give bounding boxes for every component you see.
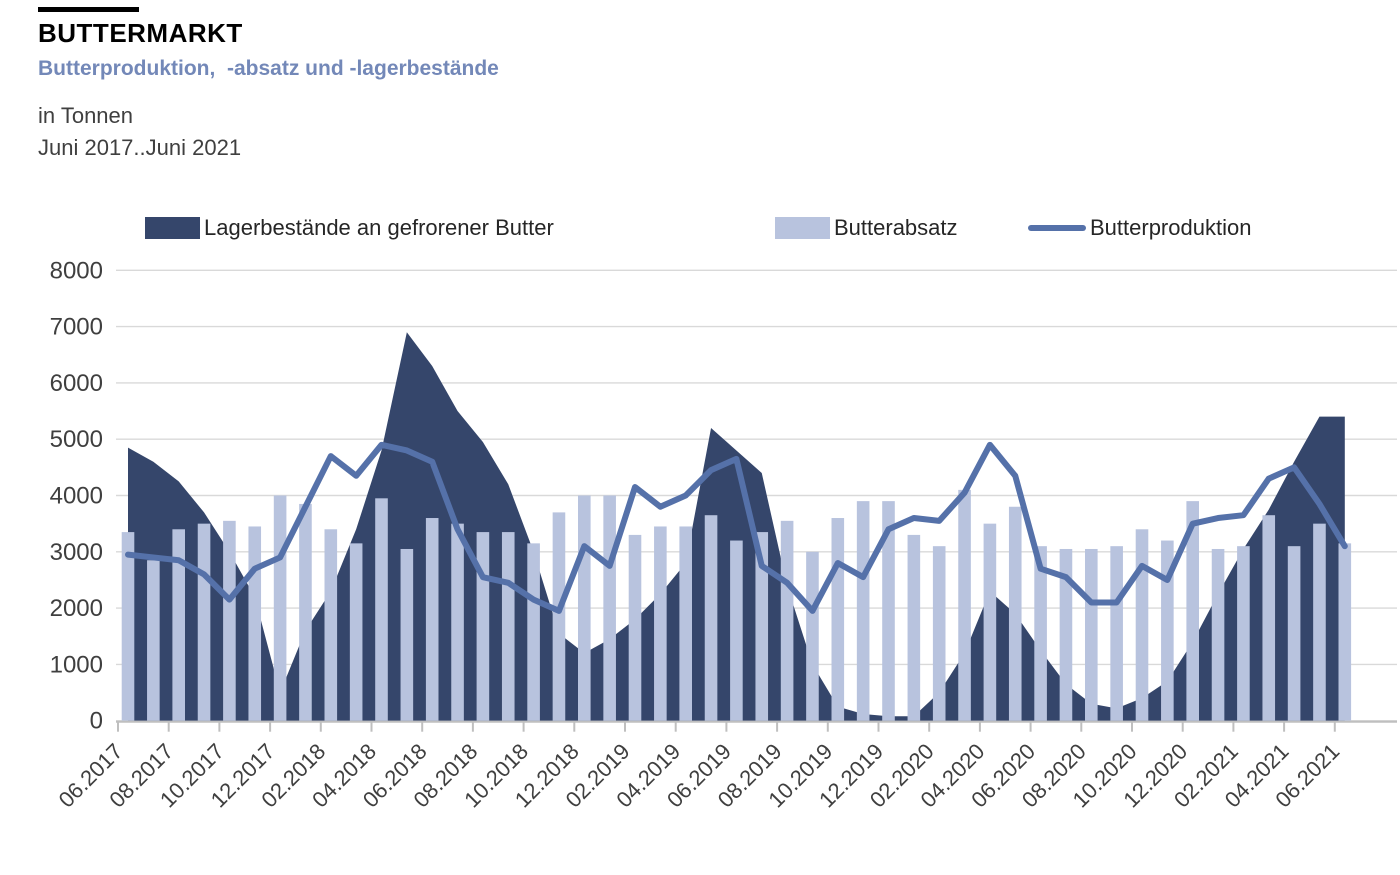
sales-bar (1008, 506, 1022, 721)
sales-bar (1237, 546, 1250, 721)
sales-bar (223, 520, 236, 721)
sales-bar (147, 560, 160, 721)
rect-swatch-icon (145, 217, 200, 239)
sales-bar (1338, 543, 1352, 721)
sales-bar (603, 495, 616, 721)
sales-bar (780, 520, 794, 721)
rect-swatch-icon (775, 217, 830, 239)
legend-item-butterabsatz: Butterabsatz (775, 214, 958, 242)
y-axis-tick-label: 4000 (50, 483, 103, 510)
sales-bar (1059, 548, 1073, 721)
sales-bar (1135, 529, 1149, 721)
sales-bar (958, 489, 971, 721)
sales-bar (425, 518, 439, 721)
sales-bar (451, 523, 464, 721)
sales-bar (527, 543, 540, 721)
y-axis-tick-label: 3000 (50, 539, 103, 566)
y-axis-tick-label: 7000 (50, 314, 103, 341)
sales-bar (1313, 523, 1326, 721)
y-axis-tick-label: 5000 (50, 426, 103, 453)
chart-legend: Lagerbestände an gefrorener Butter Butter… (0, 214, 1400, 242)
sales-bar (578, 495, 591, 721)
legend-label: Butterabsatz (834, 215, 958, 240)
sales-bar (501, 532, 515, 721)
sales-bar (324, 529, 338, 721)
y-axis-tick-label: 8000 (50, 257, 103, 284)
unit-label: in Tonnen (38, 103, 134, 128)
sales-bar (755, 532, 769, 721)
sales-bar (552, 512, 566, 721)
y-axis-tick-label: 2000 (50, 595, 103, 622)
sales-bar (273, 495, 287, 721)
sales-bar (197, 523, 211, 721)
y-axis-tick-label: 0 (90, 708, 103, 735)
sales-bar (730, 540, 743, 721)
line-swatch-icon (1028, 225, 1086, 231)
y-axis-tick-label: 6000 (50, 370, 103, 397)
sales-bar (704, 515, 718, 721)
sales-bar (1161, 540, 1174, 721)
sales-bar (932, 546, 946, 721)
sales-bar (172, 529, 185, 721)
chart-subtitle: Butterproduktion, -absatz und -lagerbest… (38, 57, 499, 80)
sales-bar (1262, 515, 1276, 721)
sales-bar (476, 532, 490, 721)
sales-bar (907, 534, 921, 721)
sales-bar (375, 498, 388, 721)
sales-bar (1085, 548, 1098, 721)
sales-bar (248, 526, 262, 721)
sales-bar (654, 526, 667, 721)
legend-label: Lagerbestände an gefrorener Butter (204, 215, 554, 240)
sales-bar (983, 523, 997, 721)
sales-bar (121, 532, 135, 721)
legend-label: Butterproduktion (1090, 215, 1252, 240)
y-axis-tick-label: 1000 (50, 651, 103, 678)
sales-bar (882, 501, 895, 721)
sales-bar (831, 518, 845, 721)
sales-bar (1034, 546, 1047, 721)
sales-bar (1110, 546, 1123, 721)
sales-bar (1287, 546, 1301, 721)
legend-item-butterproduktion: Butterproduktion (1028, 214, 1251, 242)
sales-bar (349, 543, 363, 721)
sales-bar (628, 534, 642, 721)
title-accent-bar (38, 7, 139, 12)
sales-bar (400, 548, 414, 721)
sales-bar (856, 501, 870, 721)
production-line-series (125, 441, 1348, 614)
chart-header: BUTTERMARKT Butterproduktion, -absatz un… (38, 0, 499, 161)
legend-item-lagerbestaende: Lagerbestände an gefrorener Butter (145, 214, 554, 242)
sales-bar (806, 551, 819, 721)
sales-bar (1186, 501, 1199, 721)
period-label: Juni 2017..Juni 2021 (38, 135, 242, 160)
sales-bar (1211, 548, 1225, 721)
sales-bar (299, 503, 312, 721)
sales-bar (679, 526, 692, 721)
page-title: BUTTERMARKT (38, 18, 243, 48)
